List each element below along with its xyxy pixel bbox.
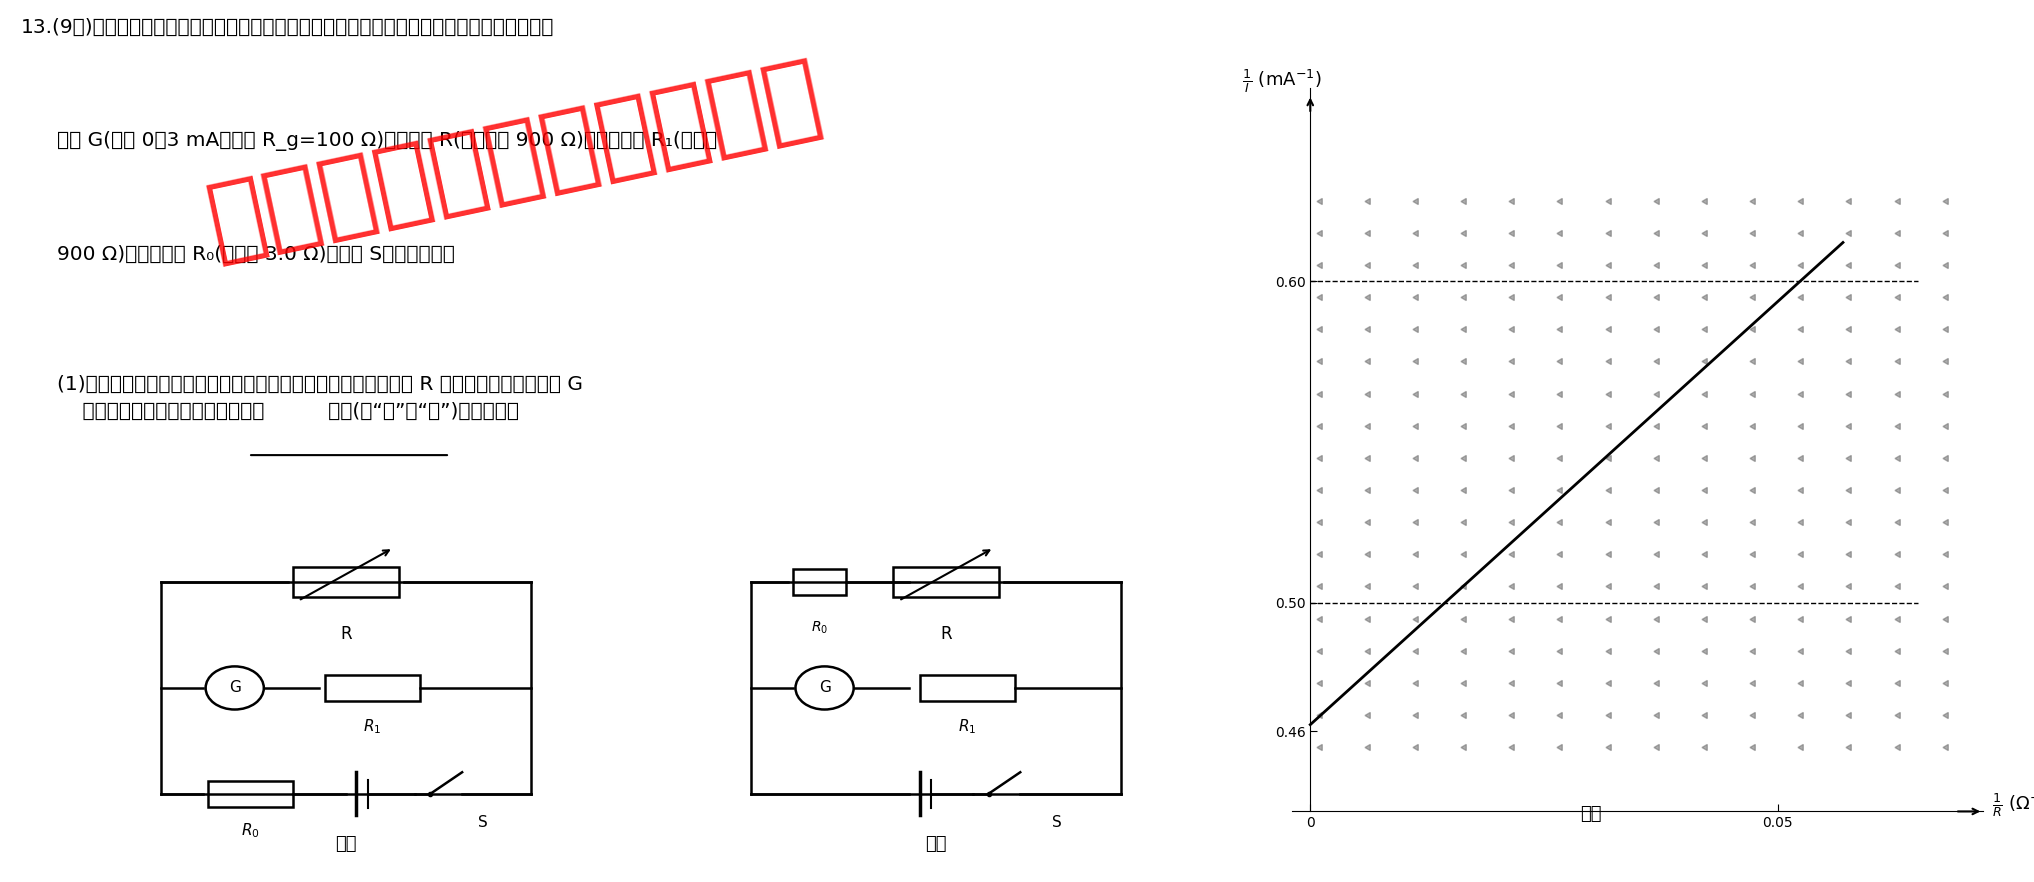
Text: 900 Ω)，保护电阻 R₀(阻値为 3.0 Ω)，开关 S，导线若干。: 900 Ω)，保护电阻 R₀(阻値为 3.0 Ω)，开关 S，导线若干。 (57, 245, 456, 264)
Text: $\frac{1}{R}$ (Ω$^{-1}$): $\frac{1}{R}$ (Ω$^{-1}$) (1993, 791, 2034, 818)
Text: G: G (818, 680, 830, 696)
Text: G: G (228, 680, 240, 696)
Bar (207, 781, 293, 806)
Text: 流表 G(量程 0～3 mA，内阻 R_g=100 Ω)、电阔筱 R(最大阻値 900 Ω)、定値电阻 R₁(阻値为: 流表 G(量程 0～3 mA，内阻 R_g=100 Ω)、电阔筱 R(最大阻値 … (57, 131, 716, 151)
Bar (893, 567, 999, 597)
Text: $R_0$: $R_0$ (242, 821, 260, 840)
Bar (919, 676, 1015, 700)
Text: 13.(9分)一实验小组想测量一节蓄电池的电动势和内阻，实验室提供的器材有：待测蓄电池、电: 13.(9分)一实验小组想测量一节蓄电池的电动势和内阻，实验室提供的器材有：待测… (20, 18, 553, 37)
Text: S: S (478, 815, 488, 830)
Text: (1)他们设计了如图甲、乙所示的两种电路，为保证在调节电阻筱 R 阻値的过程中，电流表 G: (1)他们设计了如图甲、乙所示的两种电路，为保证在调节电阻筱 R 阻値的过程中，… (57, 375, 582, 393)
Text: $R_0$: $R_0$ (812, 619, 828, 636)
Text: R: R (940, 625, 952, 643)
Text: S: S (1052, 815, 1062, 830)
Text: $R_1$: $R_1$ (362, 717, 382, 736)
Text: 图甲: 图甲 (336, 834, 356, 853)
Text: $\frac{1}{I}$ (mA$^{-1}$): $\frac{1}{I}$ (mA$^{-1}$) (1243, 67, 1322, 94)
Text: 图丙: 图丙 (1580, 805, 1601, 823)
Text: 微信公众号关注趣题答案: 微信公众号关注趣题答案 (199, 49, 830, 270)
Text: R: R (340, 625, 352, 643)
Bar (793, 570, 846, 594)
Text: 图乙: 图乙 (925, 834, 946, 853)
Bar (293, 567, 399, 597)
Text: 的示数变化范围比较大，应选择图          电路(填“甲”或“乙”)进行实验。: 的示数变化范围比较大，应选择图 电路(填“甲”或“乙”)进行实验。 (57, 402, 519, 422)
Bar (325, 676, 419, 700)
Text: $R_1$: $R_1$ (958, 717, 976, 736)
